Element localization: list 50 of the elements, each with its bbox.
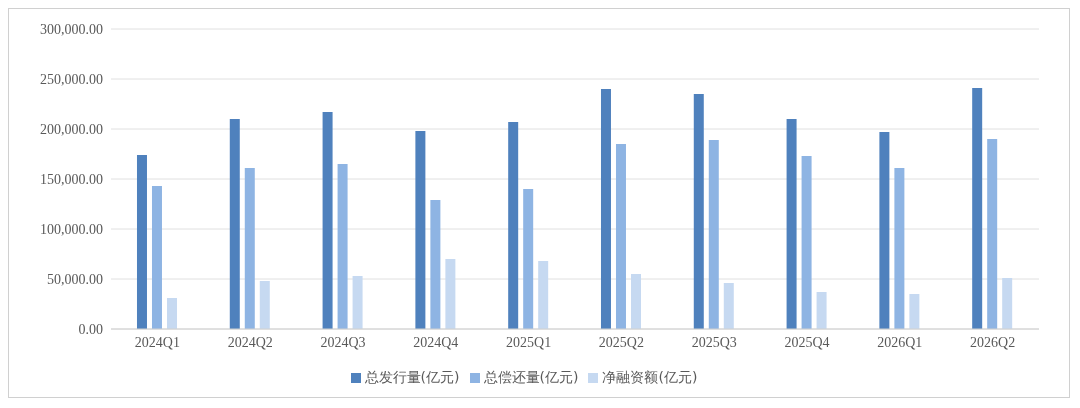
y-tick-label: 150,000.00	[40, 171, 103, 187]
x-tick-label: 2026Q1	[877, 334, 923, 350]
bar	[630, 274, 641, 329]
y-tick-label: 0.00	[78, 321, 103, 337]
x-tick-label: 2025Q2	[598, 334, 644, 350]
x-tick-label: 2024Q3	[320, 334, 366, 350]
x-tick-label: 2025Q1	[506, 334, 552, 350]
y-tick-label: 200,000.00	[40, 121, 103, 137]
bar	[909, 294, 920, 329]
bar	[523, 189, 534, 329]
bar	[151, 186, 162, 329]
bar	[987, 139, 998, 329]
x-tick-label: 2024Q2	[227, 334, 273, 350]
bar	[322, 112, 333, 329]
legend-label: 总发行量(亿元)	[364, 369, 460, 385]
x-tick-label: 2025Q3	[691, 334, 737, 350]
y-tick-label: 100,000.00	[40, 221, 103, 237]
bar	[166, 298, 177, 329]
bar	[1002, 278, 1013, 329]
bar	[538, 261, 549, 329]
bar	[894, 168, 905, 329]
bar	[600, 89, 611, 329]
bar	[508, 122, 519, 329]
bar	[972, 88, 983, 329]
bar	[352, 276, 363, 329]
bar	[430, 200, 441, 329]
bar	[615, 144, 626, 329]
x-tick-label: 2025Q4	[784, 334, 830, 350]
bar	[136, 155, 147, 329]
bar	[229, 119, 240, 329]
bar	[786, 119, 797, 329]
bar	[708, 140, 719, 329]
bar	[723, 283, 734, 329]
x-tick-label: 2024Q4	[413, 334, 459, 350]
x-tick-label: 2024Q1	[134, 334, 180, 350]
bar	[259, 281, 270, 329]
bar	[879, 132, 890, 329]
bar	[244, 168, 255, 329]
bar	[816, 292, 827, 329]
bar	[415, 131, 426, 329]
bar	[693, 94, 704, 329]
y-tick-label: 250,000.00	[40, 71, 103, 87]
y-tick-label: 300,000.00	[40, 21, 103, 37]
bar	[445, 259, 456, 329]
y-tick-label: 50,000.00	[47, 271, 103, 287]
x-tick-label: 2026Q2	[970, 334, 1016, 350]
legend-label: 净融资额(亿元)	[602, 369, 698, 385]
legend-label: 总偿还量(亿元)	[483, 369, 579, 385]
bar	[801, 156, 812, 329]
bar	[337, 164, 348, 329]
